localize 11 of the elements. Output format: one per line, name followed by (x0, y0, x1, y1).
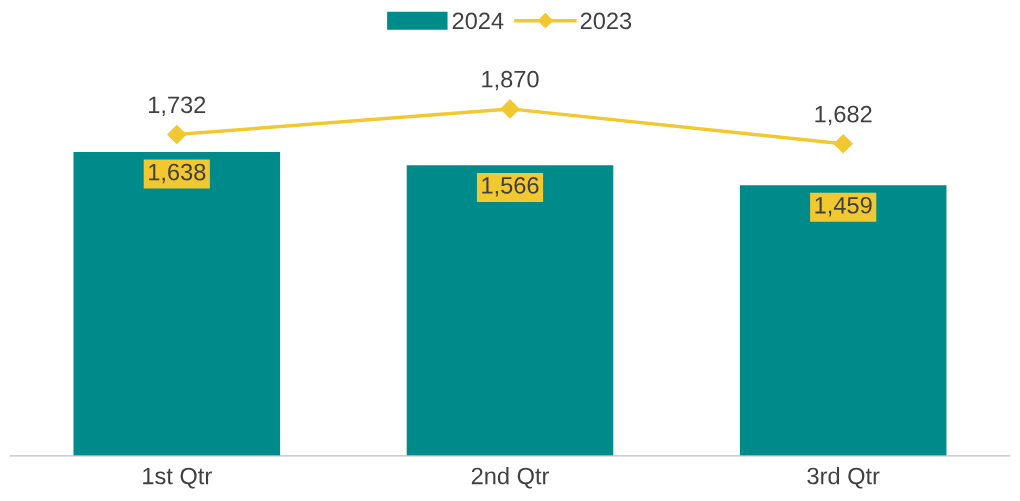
data-label: 1,682 (815, 105, 872, 126)
data-label: 1,566 (482, 177, 539, 197)
legend-label: 2024 (452, 12, 504, 30)
x-tick-label: 3rd Qtr (807, 467, 880, 489)
x-tick-label: 1st Qtr (143, 467, 212, 489)
data-label: 1,638 (149, 163, 206, 184)
data-label: 1,732 (149, 96, 206, 116)
x-tick-label: 2nd Qtr (471, 467, 549, 489)
data-label: 1,870 (482, 70, 539, 91)
legend-label: 2023 (580, 12, 632, 30)
data-label: 1,459 (815, 196, 872, 217)
